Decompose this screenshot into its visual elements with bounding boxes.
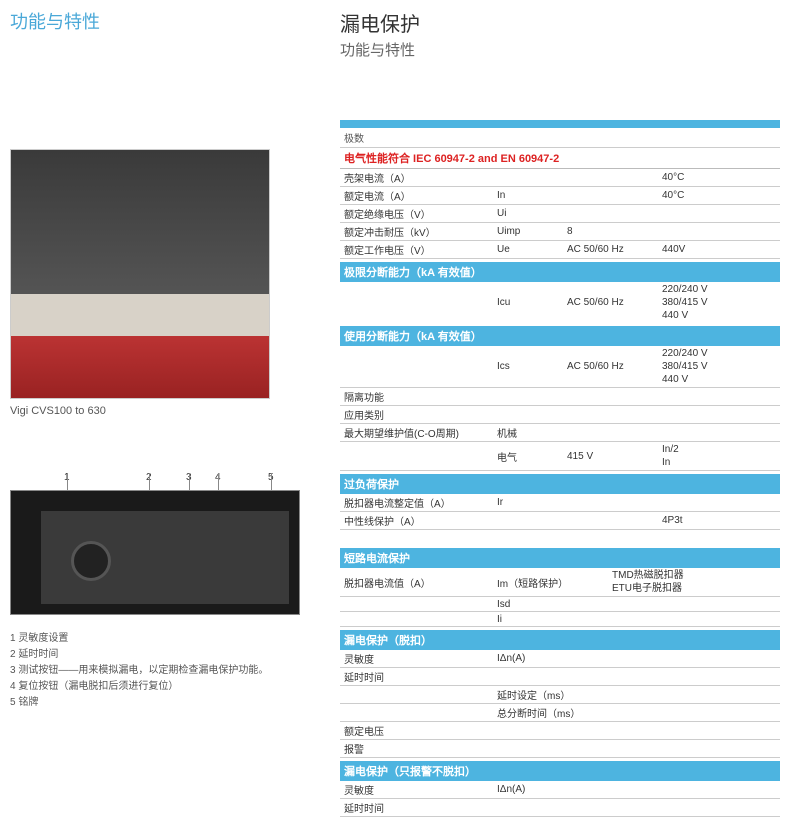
section-header: 漏电保护（脱扣） <box>340 630 780 650</box>
spec-row: 报警 <box>340 740 780 758</box>
spec-row: 极数 <box>340 128 780 148</box>
spec-row: 脱扣器电流整定值（A） Ir <box>340 494 780 512</box>
spec-row: 延时时间 <box>340 668 780 686</box>
accent-bar <box>340 120 780 128</box>
spec-row: 最大期望维护值(C-O周期) 机械 <box>340 424 780 442</box>
legend-item: 3 测试按钮——用来模拟漏电，以定期检查漏电保护功能。 <box>10 663 320 679</box>
sidebar-title: 功能与特性 <box>10 8 320 34</box>
spec-row: 灵敏度 IΔn(A) <box>340 781 780 799</box>
product-image-main <box>10 149 270 399</box>
spec-row: 额定冲击耐压（kV） Uimp 8 <box>340 223 780 241</box>
legend-item: 5 铭牌 <box>10 695 320 711</box>
spec-row: 电气 415 V In/2 In <box>340 442 780 471</box>
legend: 1 灵敏度设置 2 延时时间 3 测试按钮——用来模拟漏电，以定期检查漏电保护功… <box>10 631 320 711</box>
spec-row: 应用类别 <box>340 406 780 424</box>
spec-row: 额定工作电压（V） Ue AC 50/60 Hz 440V <box>340 241 780 259</box>
spec-row: Ii <box>340 612 780 627</box>
legend-item: 1 灵敏度设置 <box>10 631 320 647</box>
page-subtitle: 功能与特性 <box>340 39 780 60</box>
spec-row: Ics AC 50/60 Hz 220/240 V 380/415 V 440 … <box>340 346 780 388</box>
spec-row: 中性线保护（A） 4P3t <box>340 512 780 530</box>
legend-item: 4 复位按钮（漏电脱扣后须进行复位） <box>10 679 320 695</box>
spec-row: 灵敏度 IΔn(A) <box>340 650 780 668</box>
spec-row: 脱扣器电流值（A） Im（短路保护） TMD热磁脱扣器 ETU电子脱扣器 <box>340 568 780 597</box>
spec-row: 额定电压 <box>340 722 780 740</box>
section-header: 漏电保护（只报警不脱扣） <box>340 761 780 781</box>
product-caption: Vigi CVS100 to 630 <box>10 405 320 417</box>
section-header: 电气性能符合 IEC 60947-2 and EN 60947-2 <box>340 148 780 169</box>
spec-row: 壳架电流（A） 40°C <box>340 169 780 187</box>
section-header: 过负荷保护 <box>340 474 780 494</box>
spec-row: 延时时间 <box>340 799 780 817</box>
section-header: 极限分断能力（kA 有效值） <box>340 262 780 282</box>
product-image-detail <box>10 490 300 615</box>
spec-row: 延时设定（ms） <box>340 686 780 704</box>
spec-row: 隔离功能 <box>340 388 780 406</box>
section-header: 使用分断能力（kA 有效值） <box>340 326 780 346</box>
spec-row: 额定绝缘电压（V） Ui <box>340 205 780 223</box>
spec-row: Icu AC 50/60 Hz 220/240 V 380/415 V 440 … <box>340 282 780 323</box>
spec-row: 总分断时间（ms） <box>340 704 780 722</box>
section-header: 短路电流保护 <box>340 548 780 568</box>
spec-row: 额定电流（A） In 40°C <box>340 187 780 205</box>
spec-table: 极数 电气性能符合 IEC 60947-2 and EN 60947-2 壳架电… <box>340 120 780 817</box>
callout-labels: 1 2 3 4 5 <box>10 472 300 490</box>
spec-row: Isd <box>340 597 780 612</box>
page-title: 漏电保护 <box>340 8 780 37</box>
spacer <box>340 530 780 545</box>
legend-item: 2 延时时间 <box>10 647 320 663</box>
